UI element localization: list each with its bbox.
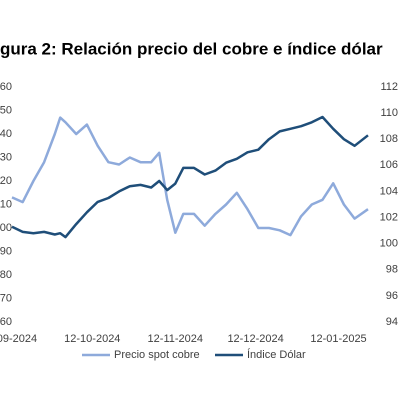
y2-tick-label: 100 (380, 238, 398, 250)
y-tick-label: 00 (0, 222, 12, 234)
line-series (11, 116, 369, 237)
chart-title: gura 2: Relación precio del cobre e índi… (0, 39, 383, 58)
legend-label: Precio spot cobre (114, 349, 200, 361)
y-tick-label: 60 (0, 81, 12, 93)
y2-tick-label: 98 (386, 264, 398, 276)
y2-tick-label: 104 (380, 185, 398, 197)
y-tick-label: 30 (0, 151, 12, 163)
y2-tick-label: 96 (386, 290, 398, 302)
x-tick-label: 12-01-2025 (310, 333, 366, 345)
y-tick-label: 20 (0, 175, 12, 187)
y-tick-label: 40 (0, 128, 12, 140)
x-tick-label: 12-12-2024 (227, 333, 283, 345)
y-tick-label: 50 (0, 104, 12, 116)
y2-tick-label: 110 (380, 107, 398, 119)
y2-tick-label: 108 (380, 133, 398, 145)
y-tick-label: 10 (0, 198, 12, 210)
x-tick-label: 12-11-2024 (148, 333, 203, 345)
x-tick-label: 12-10-2024 (64, 333, 120, 345)
line-series (11, 115, 369, 239)
legend-label: Índice Dólar (247, 348, 306, 361)
y2-tick-label: 112 (380, 81, 398, 93)
x-tick-label: 2-09-2024 (0, 333, 37, 345)
y-tick-label: 80 (0, 269, 12, 281)
y2-tick-label: 106 (380, 159, 398, 171)
y-tick-label: 90 (0, 245, 12, 257)
y-tick-label: 60 (0, 316, 12, 328)
y2-tick-label: 102 (380, 211, 398, 223)
y2-tick-label: 94 (386, 316, 398, 328)
y-tick-label: 70 (0, 292, 12, 304)
